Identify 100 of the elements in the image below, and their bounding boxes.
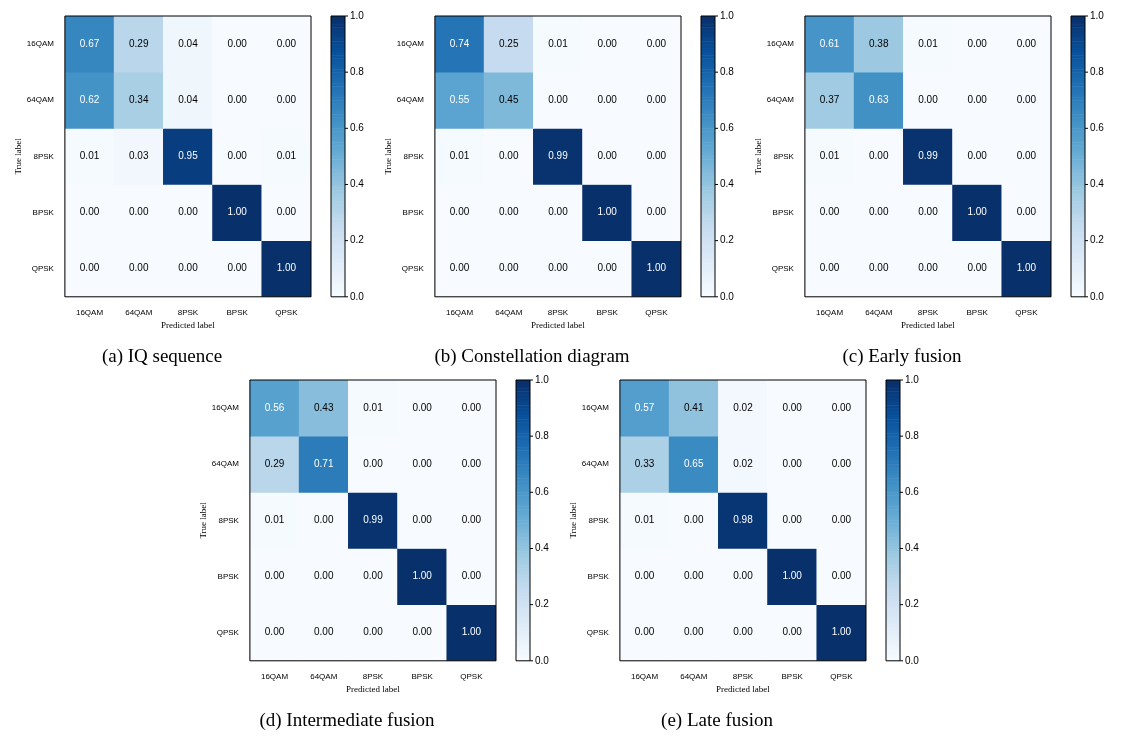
data-label: 0.34 (129, 93, 149, 105)
data-label: 1.00 (461, 626, 482, 638)
x-tick-label: QPSK (645, 307, 669, 317)
data-label: 0.01 (79, 150, 100, 162)
x-axis-title: Predicted label (161, 320, 216, 331)
text: (d) Intermediate fusion (259, 708, 436, 731)
data-label: 1.00 (967, 206, 988, 218)
y-tick-label: 8PSK (33, 151, 55, 161)
data-label: 0.00 (967, 37, 988, 49)
data-label: 0.01 (276, 150, 297, 162)
x-tick-label: 64QAM (310, 671, 338, 681)
color-bar-label: 1.0 (720, 9, 735, 21)
data-label: 0.00 (276, 93, 297, 105)
color-bar-label: 0.6 (535, 486, 550, 498)
data-label: 0.00 (869, 206, 889, 218)
x-tick-label: 8PSK (177, 307, 199, 317)
data-label: 0.00 (782, 514, 803, 526)
data-label: 0.00 (314, 626, 334, 638)
data-label: 0.00 (548, 262, 569, 274)
x-tick-label: 16QAM (445, 307, 474, 317)
data-label: 0.00 (363, 626, 384, 638)
text: (a) IQ sequence (101, 344, 223, 367)
data-label: 0.00 (819, 262, 840, 274)
x-tick-label: QPSK (275, 307, 299, 317)
data-label: 1.00 (646, 262, 667, 274)
data-label: 0.00 (684, 570, 704, 582)
y-axis-title: True label (752, 137, 763, 175)
y-tick-label: 16QAM (26, 39, 55, 49)
data-label: 0.00 (461, 401, 482, 413)
data-label: 0.00 (227, 150, 248, 162)
data-label: 0.00 (869, 150, 889, 162)
data-label: 0.00 (363, 457, 384, 469)
data-label: 0.00 (1016, 150, 1037, 162)
y-axis-title: True label (382, 137, 393, 175)
x-tick-label: 8PSK (547, 307, 569, 317)
data-label: 0.00 (314, 570, 334, 582)
data-label: 0.00 (819, 206, 840, 218)
data-label: 0.00 (178, 206, 199, 218)
data-label: 1.00 (227, 206, 248, 218)
data-label: 0.00 (461, 514, 482, 526)
data-label: 0.98 (733, 514, 754, 526)
data-label: 0.00 (831, 457, 852, 469)
data-label: 0.95 (178, 150, 199, 162)
data-label: 0.61 (819, 37, 840, 49)
color-bar-label: 1.0 (1090, 9, 1105, 21)
data-label: 0.00 (782, 626, 803, 638)
data-label: 0.02 (733, 401, 754, 413)
color-bar-label: 0.6 (905, 486, 920, 498)
data-label: 0.00 (831, 401, 852, 413)
y-tick-label: QPSK (31, 263, 55, 273)
data-label: 0.00 (1016, 37, 1037, 49)
data-label: 0.00 (597, 262, 618, 274)
data-label: 0.99 (548, 150, 569, 162)
color-bar-label: 0.8 (1090, 65, 1105, 77)
text: (e) Late fusion (661, 708, 774, 731)
data-label: 0.00 (967, 262, 988, 274)
y-tick-label: 16QAM (766, 39, 795, 49)
x-tick-label: 16QAM (75, 307, 104, 317)
data-label: 0.00 (733, 570, 754, 582)
data-label: 0.00 (646, 206, 667, 218)
data-label: 0.65 (684, 457, 704, 469)
color-bar-label: 0.2 (350, 234, 365, 246)
data-label: 0.29 (264, 457, 285, 469)
color-bar-label: 0.4 (535, 542, 550, 554)
data-label: 1.00 (782, 570, 803, 582)
x-tick-label: 16QAM (815, 307, 844, 317)
y-tick-label: BPSK (587, 571, 610, 581)
data-label: 0.00 (276, 206, 297, 218)
color-bar-label: 0.2 (720, 234, 735, 246)
y-tick-label: BPSK (772, 207, 795, 217)
data-label: 1.00 (412, 570, 433, 582)
data-label: 0.00 (499, 206, 519, 218)
x-tick-label: QPSK (1015, 307, 1039, 317)
data-label: 0.00 (449, 206, 470, 218)
data-label: 0.00 (129, 262, 149, 274)
x-tick-label: 64QAM (125, 307, 153, 317)
data-label: 0.99 (918, 150, 939, 162)
color-bar-label: 0.4 (905, 542, 920, 554)
x-tick-label: 16QAM (260, 671, 289, 681)
x-tick-label: 64QAM (865, 307, 893, 317)
color-bar-label: 0.8 (720, 65, 735, 77)
data-label: 0.00 (314, 514, 334, 526)
data-label: 0.62 (79, 93, 100, 105)
data-label: 0.00 (634, 626, 655, 638)
data-label: 0.00 (1016, 206, 1037, 218)
data-label: 0.00 (227, 37, 248, 49)
data-label: 0.00 (178, 262, 199, 274)
data-label: 0.45 (499, 93, 519, 105)
color-bar-label: 1.0 (535, 373, 550, 385)
x-tick-label: BPSK (226, 307, 249, 317)
y-tick-label: QPSK (216, 627, 240, 637)
data-label: 0.00 (684, 626, 704, 638)
data-label: 0.56 (264, 401, 285, 413)
x-tick-label: 64QAM (680, 671, 708, 681)
data-label: 0.00 (733, 626, 754, 638)
data-label: 0.41 (684, 401, 704, 413)
data-label: 1.00 (276, 262, 297, 274)
data-label: 0.00 (227, 262, 248, 274)
data-label: 0.37 (819, 93, 840, 105)
color-bar-label: 0.2 (1090, 234, 1105, 246)
